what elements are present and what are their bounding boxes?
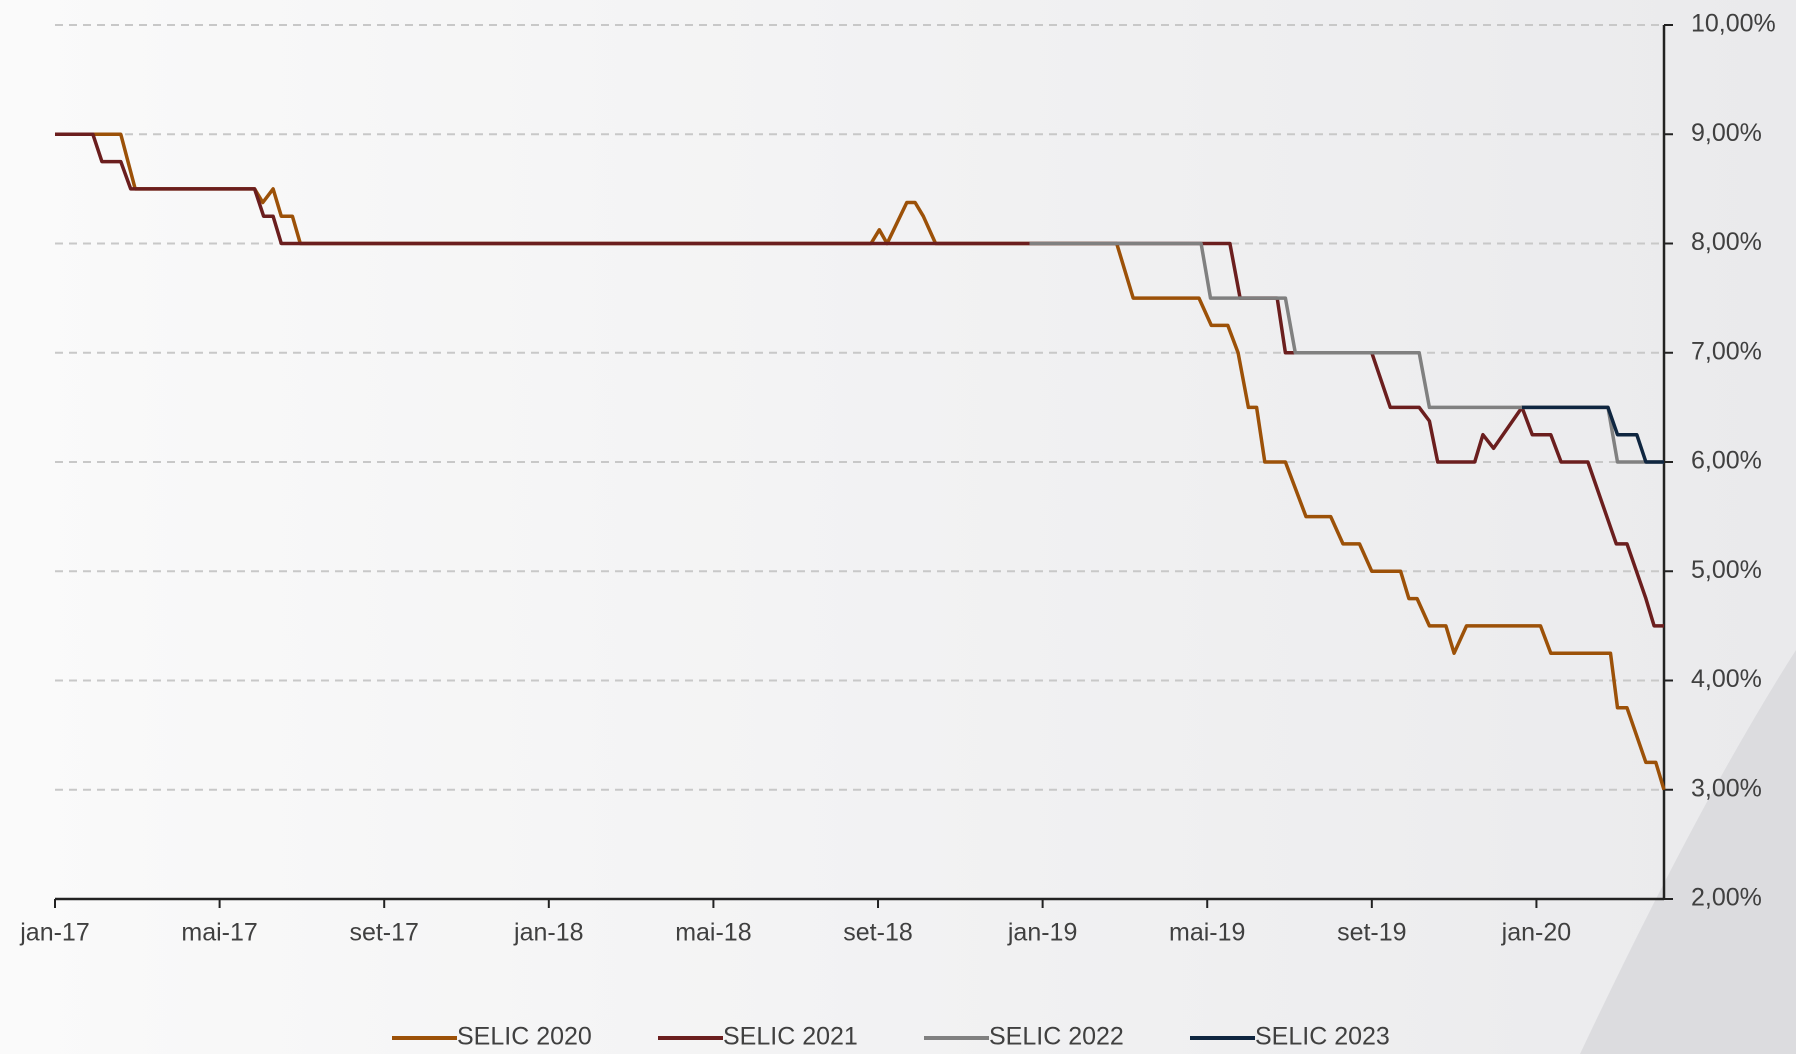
x-tick-label: mai-19 [1169, 919, 1245, 947]
legend-label: SELIC 2020 [457, 1023, 592, 1051]
y-tick-label: 9,00% [1691, 119, 1762, 147]
series-line [1522, 405, 1664, 464]
x-tick-label: jan-19 [1007, 919, 1078, 947]
corner-decoration [1580, 650, 1796, 1054]
y-tick-label: 10,00% [1691, 10, 1776, 38]
x-tick-label: jan-20 [1501, 919, 1572, 947]
y-tick-label: 3,00% [1691, 774, 1762, 802]
x-tick-label: mai-17 [181, 919, 257, 947]
legend-label: SELIC 2023 [1255, 1023, 1390, 1051]
x-tick-label: set-17 [349, 919, 418, 947]
series-line [55, 132, 1666, 791]
series-line [1029, 241, 1664, 464]
y-tick-label: 4,00% [1691, 665, 1762, 693]
y-tick-label: 5,00% [1691, 556, 1762, 584]
series-line [55, 132, 1664, 628]
y-tick-label: 8,00% [1691, 228, 1762, 256]
legend-label: SELIC 2021 [723, 1023, 858, 1051]
y-tick-label: 2,00% [1691, 884, 1762, 912]
x-tick-label: jan-17 [19, 919, 90, 947]
x-tick-label: set-19 [1337, 919, 1406, 947]
legend-label: SELIC 2022 [989, 1023, 1124, 1051]
y-tick-label: 7,00% [1691, 337, 1762, 365]
y-tick-label: 6,00% [1691, 447, 1762, 475]
x-tick-label: mai-18 [675, 919, 751, 947]
x-tick-label: jan-18 [513, 919, 584, 947]
x-tick-label: set-18 [843, 919, 912, 947]
